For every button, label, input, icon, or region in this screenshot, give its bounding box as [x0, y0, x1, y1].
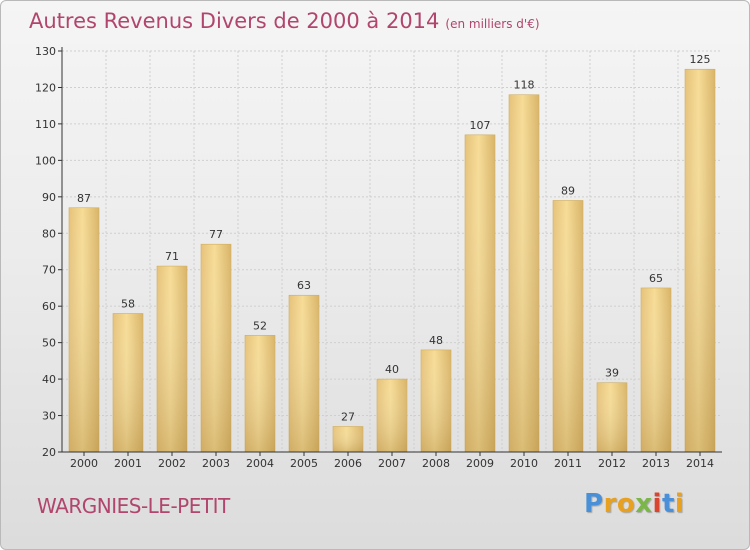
bars — [68, 68, 716, 453]
data-label-2005: 63 — [297, 279, 311, 292]
logo-letter: P — [584, 489, 604, 519]
bar-shade-2013 — [641, 287, 671, 452]
x-tick-label-2002: 2002 — [158, 457, 186, 470]
bar-shade-2012 — [597, 382, 627, 452]
data-label-2013: 65 — [649, 272, 663, 285]
x-tick-label-2006: 2006 — [334, 457, 362, 470]
data-label-2001: 58 — [121, 297, 135, 310]
logo-letter: i — [674, 489, 685, 519]
data-label-2009: 107 — [470, 119, 491, 132]
y-tick-label-110: 110 — [35, 118, 56, 131]
x-tick-label-2013: 2013 — [642, 457, 670, 470]
data-labels: 87 58 71 77 52 63 27 40 48 107 118 89 39 65 125 — [77, 53, 711, 423]
bar-shade-2003 — [201, 244, 231, 452]
x-tick-label-2000: 2000 — [70, 457, 98, 470]
chart-subtitle: (en milliers d'€) — [445, 17, 540, 31]
bar-shade-2011 — [553, 200, 583, 452]
bar-shade-2009 — [465, 134, 495, 452]
x-tick-label-2010: 2010 — [510, 457, 538, 470]
x-tick-label-2008: 2008 — [422, 457, 450, 470]
bar-shade-2000 — [69, 207, 99, 452]
y-tick-label-60: 60 — [42, 300, 56, 313]
logo-letter: r — [603, 489, 617, 519]
bar-shade-2002 — [157, 266, 187, 452]
bar-shade-2010 — [509, 94, 539, 452]
x-tick-label-2001: 2001 — [114, 457, 142, 470]
logo-letter: x — [635, 489, 653, 519]
data-label-2010: 118 — [514, 79, 535, 92]
proxiti-logo[interactable]: Proxiti — [584, 489, 684, 519]
y-tick-label-90: 90 — [42, 191, 56, 204]
x-tick-label-2012: 2012 — [598, 457, 626, 470]
data-label-2008: 48 — [429, 334, 443, 347]
logo-letter: i — [652, 489, 662, 519]
bar-shade-2014 — [685, 69, 715, 453]
x-tick-label-2007: 2007 — [378, 457, 406, 470]
y-tick-label-80: 80 — [42, 227, 56, 240]
y-tick-label-20: 20 — [42, 446, 56, 459]
x-tick-label-2005: 2005 — [290, 457, 318, 470]
bar-shade-2004 — [245, 335, 275, 452]
data-label-2011: 89 — [561, 184, 575, 197]
bar-shade-2005 — [289, 295, 319, 452]
x-tick-label-2009: 2009 — [466, 457, 494, 470]
x-tick-label-2014: 2014 — [686, 457, 714, 470]
chart-title: Autres Revenus Divers de 2000 à 2014 (en … — [29, 9, 540, 33]
data-label-2000: 87 — [77, 192, 91, 205]
x-tick-label-2011: 2011 — [554, 457, 582, 470]
data-label-2012: 39 — [605, 367, 619, 380]
y-tick-label-50: 50 — [42, 337, 56, 350]
place-name: WARGNIES-LE-PETIT — [37, 494, 230, 518]
data-label-2003: 77 — [209, 228, 223, 241]
x-tick-label-2003: 2003 — [202, 457, 230, 470]
data-label-2004: 52 — [253, 319, 267, 332]
bar-shade-2008 — [421, 349, 451, 452]
y-tick-label-30: 30 — [42, 410, 56, 423]
y-tick-label-40: 40 — [42, 373, 56, 386]
axes: 20 30 40 50 60 70 80 90 100 110 120 130 2000 2001 2002… — [35, 45, 722, 470]
y-tick-label-100: 100 — [35, 154, 56, 167]
logo-letter: t — [661, 489, 675, 519]
data-label-2002: 71 — [165, 250, 179, 263]
logo-letter: o — [616, 489, 636, 519]
bar-shade-2007 — [377, 379, 407, 452]
chart-title-text: Autres Revenus Divers de 2000 à 2014 — [29, 9, 440, 33]
x-tick-label-2004: 2004 — [246, 457, 274, 470]
data-label-2006: 27 — [341, 410, 355, 423]
data-label-2007: 40 — [385, 363, 399, 376]
data-label-2014: 125 — [690, 53, 711, 66]
y-tick-label-120: 120 — [35, 81, 56, 94]
y-tick-label-130: 130 — [35, 45, 56, 58]
bar-shade-2006 — [333, 426, 363, 452]
bar-shade-2001 — [113, 313, 143, 452]
y-tick-label-70: 70 — [42, 264, 56, 277]
